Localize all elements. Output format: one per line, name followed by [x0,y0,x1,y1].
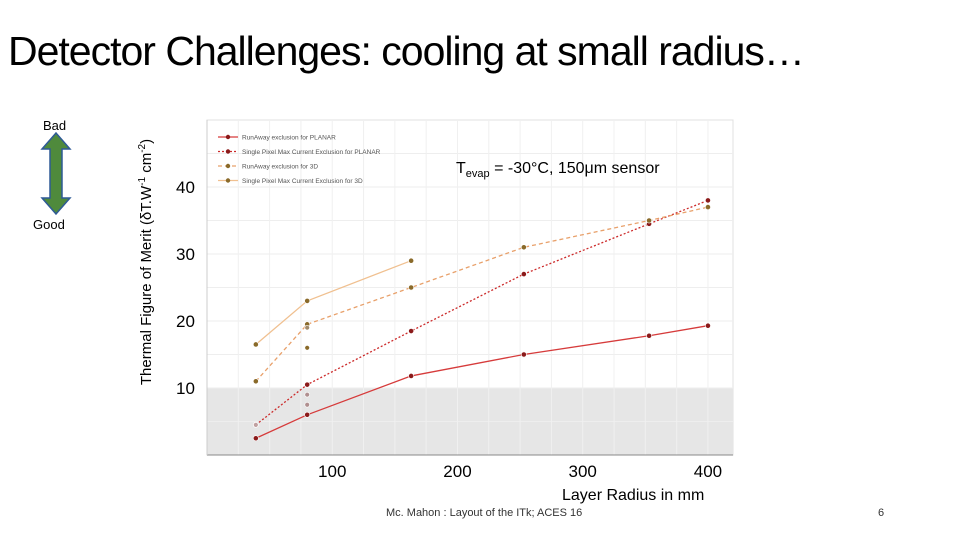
y-tick-label: 20 [176,312,195,331]
y-tick-label: 40 [176,178,195,197]
legend-entry: Single Pixel Max Current Exclusion for 3… [242,178,363,185]
x-tick-label: 300 [569,462,597,481]
slide-title: Detector Challenges: cooling at small ra… [8,28,805,74]
good-label: Good [33,217,65,232]
data-point-series-3 [705,204,711,210]
legend-swatch-marker [225,178,231,183]
series-line-1 [255,325,709,439]
legend-swatch-marker [225,163,231,169]
data-point-series-1 [646,332,652,339]
conditions-annotation: Tevap = -30°C, 150μm sensor [456,160,660,181]
data-point-series-4 [304,297,311,304]
data-point-series-1 [705,322,711,329]
data-point-extra [304,392,310,398]
data-point-series-2 [705,197,711,204]
data-point-series-2 [304,381,311,388]
series-line-2 [255,199,709,426]
data-point-series-1 [408,373,415,379]
legend-entry: RunAway exclusion for PLANAR [242,134,336,141]
legend-swatch-marker [225,134,231,140]
data-point-series-2 [520,271,527,277]
data-point-series-4 [252,341,259,348]
x-tick-label: 400 [694,462,722,481]
x-axis-title: Layer Radius in mm [562,487,705,504]
data-point-series-3 [520,244,527,251]
data-point-series-3 [646,217,652,224]
data-point-series-3 [408,284,415,291]
data-point-extra [253,422,259,428]
slide-number: 6 [878,507,885,519]
data-point-extra [304,402,310,408]
y-tick-label: 30 [176,245,195,264]
data-point-series-1 [304,411,311,418]
bad-label: Bad [43,118,67,133]
x-tick-label: 200 [443,462,471,481]
series-line-3 [255,206,709,382]
data-point-series-1 [252,435,259,442]
data-point-series-1 [520,351,527,358]
legend-swatch-marker [225,149,231,154]
x-tick-label: 100 [318,462,346,481]
data-point-series-4 [408,257,415,264]
y-tick-label: 10 [176,379,195,398]
data-point-extra [304,325,310,331]
data-point-extra [304,345,310,351]
data-point-series-3 [252,378,259,385]
legend-entry: Single Pixel Max Current Exclusion for P… [242,149,381,156]
data-point-series-2 [408,328,415,334]
legend-entry: RunAway exclusion for 3D [242,163,318,170]
footer-citation: Mc. Mahon : Layout of the ITk; ACES 16 [386,507,583,519]
